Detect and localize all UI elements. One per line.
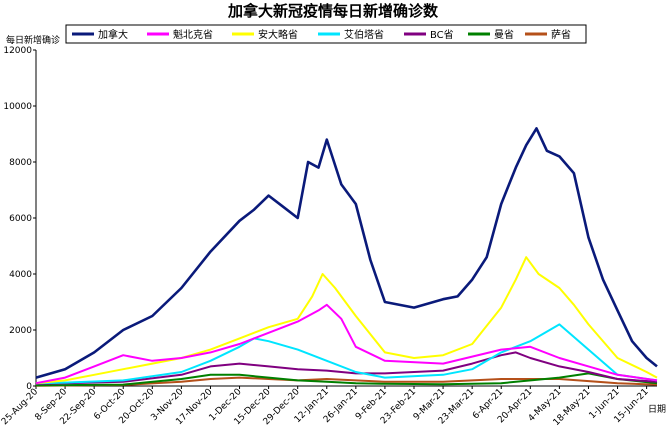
series-line	[35, 372, 658, 387]
y-tick-label: 10000	[3, 102, 32, 112]
y-axis-label: 每日新增确诊	[6, 34, 60, 46]
y-tick-label: 0	[26, 382, 32, 392]
legend-label: 曼省	[494, 28, 514, 41]
y-tick-label: 8000	[9, 158, 32, 168]
y-tick-label: 6000	[9, 214, 32, 224]
chart-title: 加拿大新冠疫情每日新增确诊数	[227, 2, 439, 20]
y-tick-label: 2000	[9, 326, 32, 336]
x-axis-label: 日期	[648, 404, 666, 415]
legend-label: 魁北克省	[173, 28, 213, 41]
series-line	[35, 303, 658, 385]
legend-label: BC省	[430, 28, 454, 41]
series-line	[35, 351, 658, 385]
plot-area: 02000400060008000100001200025-Aug-208-Se…	[0, 46, 658, 428]
legend-label: 加拿大	[98, 28, 128, 41]
legend: 加拿大 魁北克省 安大略省 艾伯塔省 BC省 曼省 萨省	[65, 24, 587, 44]
series-line	[35, 127, 658, 379]
legend-label: 安大略省	[258, 28, 298, 41]
y-tick-label: 12000	[3, 46, 32, 56]
series-line	[35, 323, 658, 385]
series-line	[35, 256, 658, 385]
legend-label: 艾伯塔省	[344, 28, 384, 41]
y-tick-label: 4000	[9, 270, 32, 280]
legend-label: 萨省	[551, 28, 571, 41]
x-tick-label: 25-Aug-20	[0, 387, 40, 427]
